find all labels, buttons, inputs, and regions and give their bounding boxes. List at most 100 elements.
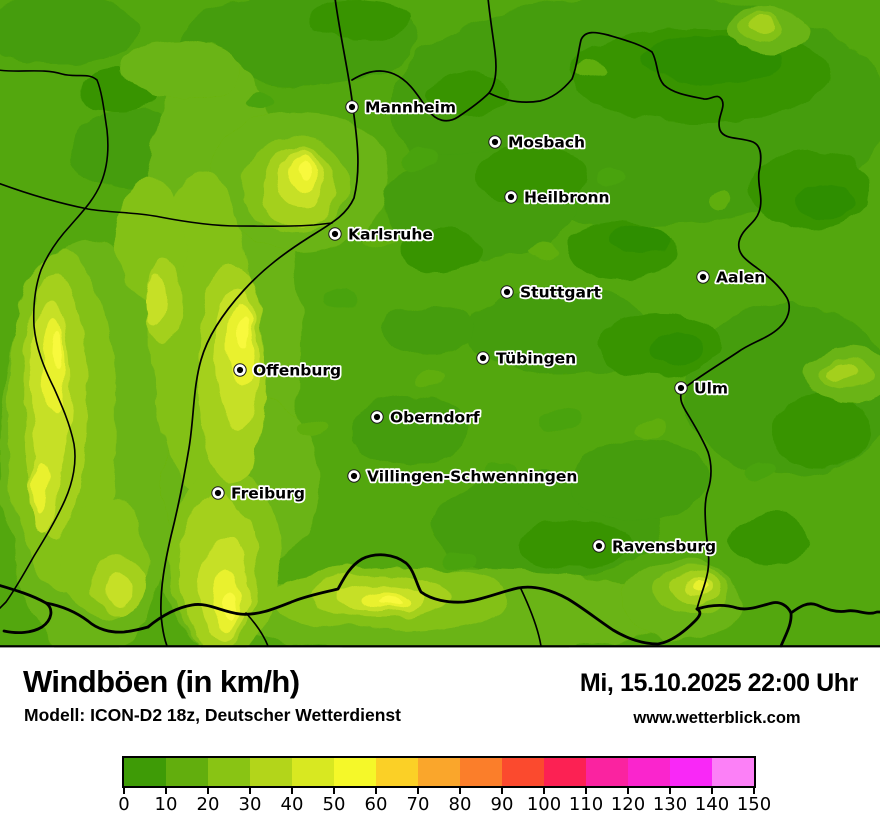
legend-tick-label: 20 [196,794,220,815]
wind-intensity-blob [379,597,401,605]
city-dot [236,366,244,374]
map-decor-group [610,35,855,366]
border-basel-1 [0,584,53,635]
legend-tick [207,788,209,794]
legend-tick [291,788,293,794]
legend-tick-label: 60 [364,794,388,815]
legend-segment-0-10 [124,758,166,786]
map-bottom-mask [0,647,880,650]
border-france-2 [0,182,333,228]
wind-intensity-blob [634,421,666,439]
legend-segment-30-40 [250,758,292,786]
wind-intensity-blob [385,305,475,355]
legend-tick-label: 130 [652,794,688,815]
legend-tick-label: 50 [322,794,346,815]
city-marker-group: Tübingen [476,348,578,369]
city-label: Aalen [716,269,765,287]
city-label: Offenburg [253,362,341,380]
color-scale-bar [122,756,756,788]
wind-intensity-blob [690,581,706,591]
legend-tick-label: 0 [118,794,130,815]
city-dot [479,354,487,362]
wind-intensity-blob [520,520,630,570]
border-layer [0,0,880,648]
city-marker-group: Offenburg [233,360,343,381]
city-label: Ulm [694,380,728,398]
legend-tick-label: 30 [238,794,262,815]
wind-intensity-blob [706,192,734,208]
city-marker-group: Stuttgart [500,282,603,303]
city-marker-group: Aalen [696,267,767,288]
wind-intensity-blob [414,372,446,388]
city-label: Freiburg [231,485,305,503]
wind-intensity-blob [362,231,398,249]
wind-intensity-blob [299,162,311,178]
city-label: Villingen-Schwenningen [367,468,577,486]
legend-tick [753,788,755,794]
city-marker-group: Karlsruhe [328,224,435,245]
legend-tick-label: 10 [154,794,178,815]
city-marker-group: Ulm [674,378,730,399]
border-east [488,31,790,610]
city-marker-group: Mannheim [345,97,458,118]
wind-intensity-blob [482,460,518,480]
city-label: Oberndorf [390,409,480,427]
city-label: Heilbronn [524,189,610,207]
map-decor-group [245,92,776,569]
wind-intensity-blob [120,40,240,100]
city-marker-group: Villingen-Schwenningen [347,466,579,487]
legend-segment-80-90 [460,758,502,786]
city-dot [373,413,381,421]
map-title: Windböen (in km/h) [23,664,300,699]
city-label: Ravensburg [612,538,716,556]
website-label: www.wetterblick.com [633,709,801,727]
legend-tick-label: 150 [736,794,772,815]
legend-segment-20-30 [208,758,250,786]
wind-intensity-blob [400,228,480,272]
wind-intensity-blob [540,408,580,432]
wind-intensity-blob [402,150,438,170]
wind-intensity-blob [730,515,810,565]
border-france-1 [0,69,109,610]
legend-segment-90-100 [502,758,544,786]
legend-segment-50-60 [334,758,376,786]
legend-tick [459,788,461,794]
legend-tick-label: 40 [280,794,304,815]
wind-intensity-blob [744,460,776,480]
wind-intensity-blob [295,422,325,438]
wind-intensity-blob [324,291,356,309]
wind-intensity-blob [570,440,710,520]
border-rhine [160,0,359,647]
legend-segment-60-70 [376,758,418,786]
footer: Windböen (in km/h) Modell: ICON-D2 18z, … [0,650,880,830]
wind-intensity-blob [610,224,670,256]
city-dot [331,230,339,238]
map-decor-group [52,162,401,620]
wind-intensity-blob [444,551,476,569]
legend-tick [333,788,335,794]
model-info: Modell: ICON-D2 18z, Deutscher Wetterdie… [24,705,401,725]
wind-intensity-blob [640,35,780,85]
legend-tick-label: 90 [490,794,514,815]
legend-tick [123,788,125,794]
legend-tick [543,788,545,794]
city-marker-group: Heilbronn [504,187,611,208]
wind-intensity-blob [430,73,510,117]
legend-tick [165,788,167,794]
border-lake-inlet [779,611,793,648]
legend-segment-10-20 [166,758,208,786]
map-bottom-frame [0,645,880,648]
city-label: Karlsruhe [348,226,433,244]
wind-intensity-blob [750,19,776,35]
border-basel-2 [44,601,150,634]
wind-intensity-blob [526,242,554,258]
wind-intensity-blob [52,332,62,372]
legend-tick-label: 80 [448,794,472,815]
city-dot [507,193,515,201]
legend-tick-label: 110 [568,794,604,815]
legend-tick-label: 140 [694,794,730,815]
wind-map: Mannheim Mosbach Heilbronn Karlsruhe Stuttga… [0,0,880,650]
wind-intensity-blob [827,364,859,382]
legend-segment-140-150 [712,758,754,786]
